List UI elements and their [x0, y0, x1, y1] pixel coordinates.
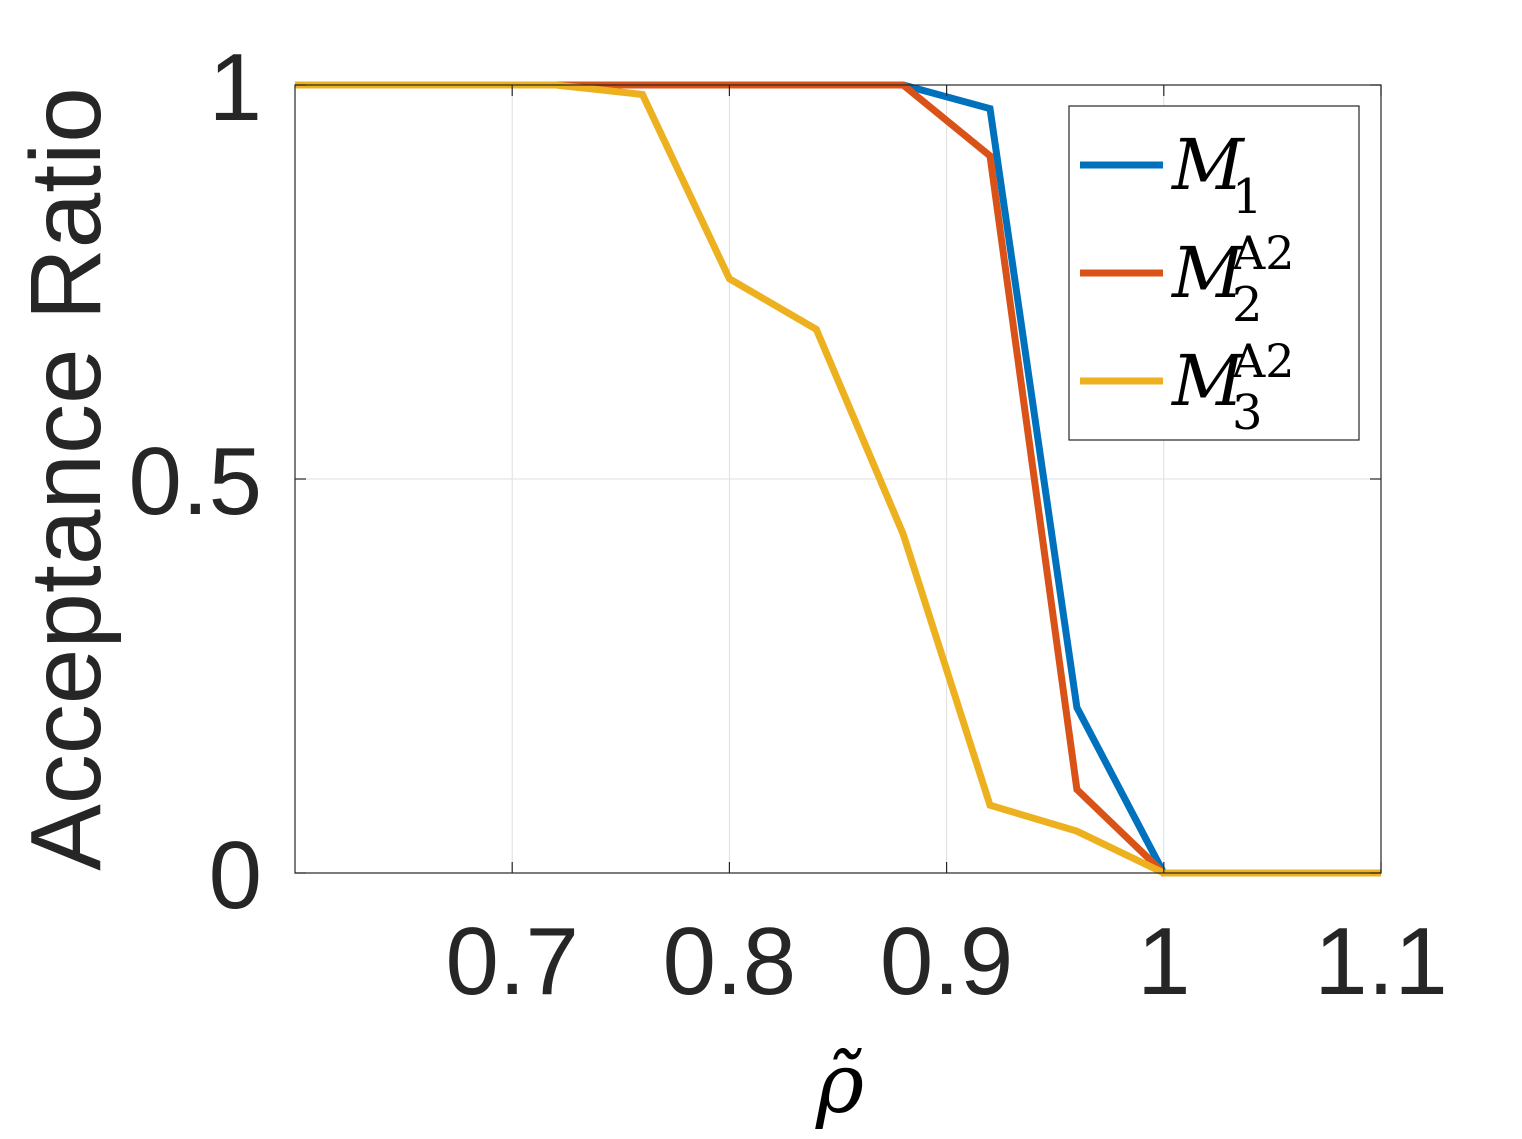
- y-tick-labels: 00.51: [129, 34, 262, 929]
- legend-item-1: M1: [1080, 124, 1263, 225]
- y-axis-label: Acceptance Ratio: [10, 87, 122, 871]
- x-axis-label: ρ̃: [815, 1037, 864, 1132]
- legend-label-sub: 1: [1232, 169, 1263, 225]
- x-tick-label: 0.8: [663, 908, 796, 1015]
- legend-label-sub: 2: [1232, 277, 1263, 333]
- legend-label-base: M: [1170, 124, 1246, 206]
- x-tick-labels: 0.7 0.8 0.9 1 1.1: [445, 908, 1447, 1015]
- x-tick-label: 0.9: [880, 908, 1013, 1015]
- x-tick-label: 0.7: [445, 908, 578, 1015]
- axis-ticks: [295, 84, 1382, 874]
- y-tick-label: 0.5: [129, 428, 262, 535]
- x-tick-label: 1: [1137, 908, 1190, 1015]
- legend-label-sub: 3: [1232, 385, 1263, 441]
- legend-label-sup: A2: [1231, 226, 1295, 280]
- y-tick-label: 1: [209, 34, 262, 141]
- legend-label-base: M: [1170, 232, 1246, 314]
- legend-label-sup: A2: [1231, 334, 1295, 388]
- x-tick-label: 1.1: [1314, 908, 1447, 1015]
- legend-label-base: M: [1170, 340, 1246, 422]
- y-tick-label: 0: [209, 822, 262, 929]
